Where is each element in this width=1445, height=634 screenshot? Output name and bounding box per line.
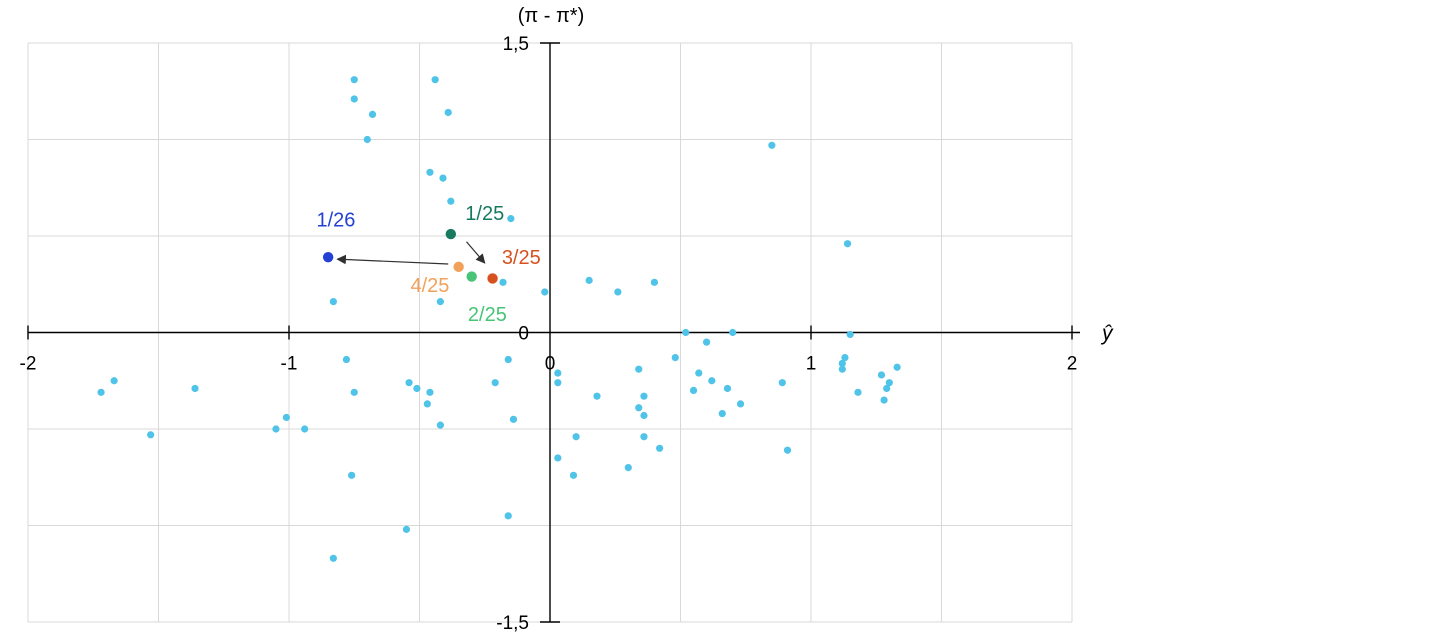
data-point — [423, 400, 431, 408]
data-point — [635, 365, 643, 373]
data-point — [554, 369, 562, 377]
data-point — [97, 388, 105, 396]
data-point — [640, 392, 648, 400]
data-point — [191, 384, 199, 393]
highlight-point — [487, 273, 498, 284]
data-point — [402, 525, 411, 533]
data-point — [614, 288, 622, 296]
data-point — [431, 76, 439, 84]
data-point — [569, 471, 578, 479]
data-point — [624, 464, 632, 472]
annotation-label: 4/25 — [410, 275, 449, 297]
data-point — [885, 379, 893, 387]
data-point — [846, 330, 854, 339]
data-point — [703, 338, 711, 346]
data-point — [585, 276, 593, 284]
data-point — [671, 353, 679, 362]
data-point — [768, 141, 776, 149]
data-point — [436, 298, 444, 306]
data-point — [880, 396, 888, 404]
data-point — [640, 411, 648, 420]
x-tick-label: -2 — [20, 354, 37, 375]
data-point — [783, 446, 792, 454]
data-point — [736, 400, 745, 408]
data-point — [541, 288, 549, 296]
data-point — [507, 215, 515, 223]
data-point — [689, 386, 698, 394]
x-tick-label: 1 — [806, 354, 817, 375]
data-point — [368, 110, 377, 119]
data-point — [447, 197, 455, 205]
data-point — [436, 421, 444, 429]
data-point — [554, 454, 562, 462]
data-point — [635, 404, 643, 412]
data-point — [363, 135, 371, 144]
x-tick-label: -1 — [281, 354, 298, 375]
data-point — [504, 512, 512, 520]
data-point — [838, 365, 846, 373]
y-axis-title: (π - π*) — [518, 5, 584, 27]
data-point — [301, 425, 309, 433]
data-point — [640, 433, 648, 441]
data-point — [499, 278, 507, 286]
data-point — [708, 377, 716, 385]
data-point — [656, 444, 664, 452]
data-point — [593, 392, 601, 400]
data-point — [843, 240, 852, 248]
y-tick-label: -1,5 — [496, 613, 529, 634]
data-point — [147, 431, 155, 439]
data-point — [893, 363, 901, 371]
annotation-label: 1/25 — [465, 203, 504, 225]
data-point — [695, 369, 703, 377]
data-point — [348, 471, 356, 479]
annotation-label: 1/26 — [317, 210, 356, 232]
y-tick-label: 1,5 — [503, 34, 529, 55]
data-point — [350, 95, 358, 103]
annotation-label: 3/25 — [502, 247, 541, 269]
data-point — [110, 377, 118, 385]
highlight-point — [453, 261, 464, 273]
data-point — [329, 298, 337, 306]
annotation-arrow — [466, 241, 486, 264]
highlight-point — [322, 252, 334, 263]
data-point — [838, 359, 846, 367]
data-point — [729, 328, 737, 337]
y-tick-label: 0 — [518, 324, 529, 345]
data-point — [405, 379, 413, 387]
data-point — [682, 328, 690, 337]
data-point — [426, 388, 434, 396]
data-point — [342, 355, 351, 364]
data-point — [350, 76, 358, 84]
x-tick-label: 2 — [1067, 354, 1078, 375]
data-point — [723, 384, 732, 393]
data-point — [877, 371, 886, 379]
data-point — [504, 355, 512, 364]
data-point — [350, 388, 358, 396]
data-point — [778, 379, 786, 387]
highlight-point — [445, 228, 457, 240]
data-point — [554, 379, 562, 387]
x-axis-title: ŷ — [1100, 322, 1114, 345]
data-point — [439, 174, 447, 182]
highlight-point — [466, 271, 477, 282]
data-point — [841, 353, 849, 362]
data-point — [444, 108, 452, 117]
data-point — [572, 433, 580, 441]
annotation-arrow — [336, 254, 449, 265]
data-point — [491, 379, 499, 387]
data-point — [426, 168, 434, 176]
data-point — [854, 388, 862, 396]
data-point — [650, 278, 659, 286]
data-point — [718, 409, 726, 418]
x-tick-label: 0 — [545, 354, 556, 375]
data-point — [272, 425, 280, 433]
data-point — [883, 384, 891, 393]
data-point — [282, 413, 290, 422]
data-point — [329, 554, 337, 562]
data-point — [413, 384, 421, 393]
data-point — [509, 415, 518, 423]
annotation-label: 2/25 — [468, 304, 507, 326]
